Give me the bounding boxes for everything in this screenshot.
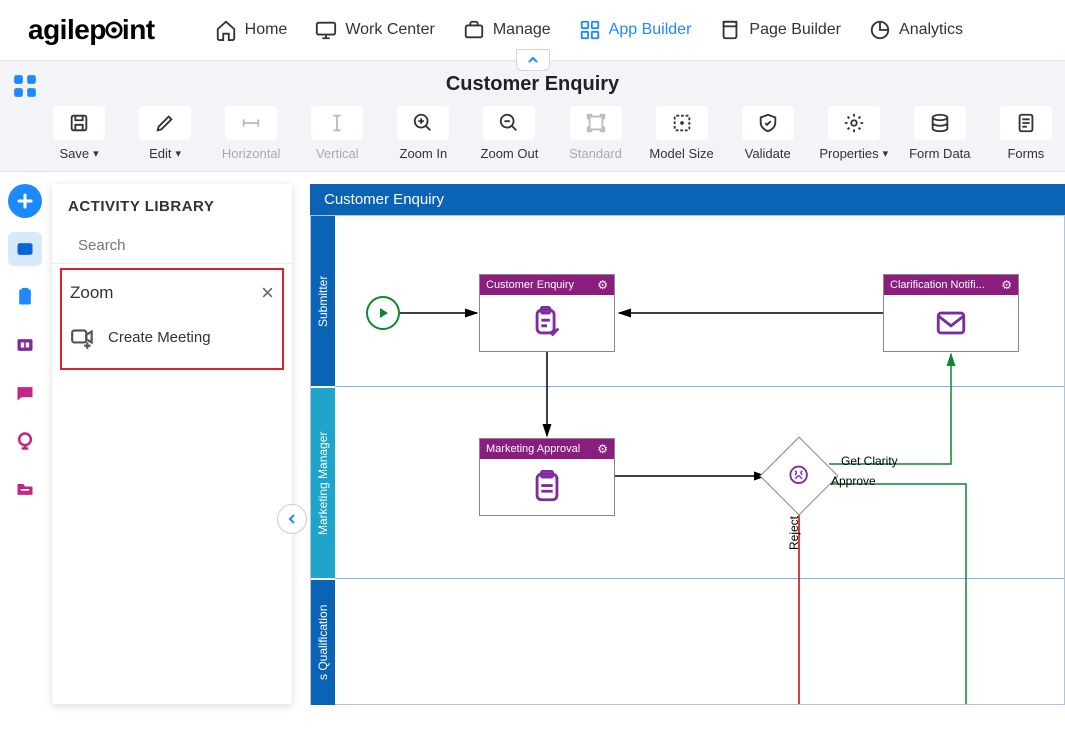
zoomin-icon — [412, 112, 434, 134]
node-title: Clarification Notifi... — [890, 279, 985, 291]
tool-formdata[interactable]: Form Data — [901, 106, 979, 161]
sidebar-rail — [0, 172, 50, 707]
lane-separator — [335, 578, 1064, 579]
nav-work-center[interactable]: Work Center — [315, 19, 435, 41]
toolbar: Save▾Edit▾HorizontalVerticalZoom InZoom … — [0, 102, 1065, 171]
alignV-icon — [326, 112, 348, 134]
nav-page-builder[interactable]: Page Builder — [719, 19, 841, 41]
clipboard-rail-icon[interactable] — [8, 280, 42, 314]
camera-plus-icon — [70, 324, 96, 350]
sidebar-title: ACTIVITY LIBRARY — [52, 198, 292, 227]
nav-app-builder[interactable]: App Builder — [579, 19, 692, 41]
edge-label-reject: Reject — [787, 516, 801, 550]
search-row — [52, 227, 292, 264]
collapse-sidebar-icon[interactable] — [277, 504, 307, 534]
gear-icon[interactable]: ⚙ — [1001, 278, 1012, 292]
activity-library: ACTIVITY LIBRARY Zoom × Create Meeting — [52, 184, 292, 704]
start-node[interactable] — [366, 296, 400, 330]
main: ACTIVITY LIBRARY Zoom × Create Meeting C… — [0, 172, 1065, 707]
home-icon — [215, 19, 237, 41]
tool-modelsize[interactable]: Model Size — [643, 106, 721, 161]
node-title: Marketing Approval — [486, 443, 580, 455]
monitor-icon — [315, 19, 337, 41]
node-title: Customer Enquiry — [486, 279, 574, 291]
nav-analytics[interactable]: Analytics — [869, 19, 963, 41]
edge-label-clarity: Get Clarity — [841, 454, 898, 468]
fit-icon — [585, 112, 607, 134]
pencil-icon — [154, 112, 176, 134]
lane-label-submitter: Submitter — [311, 216, 335, 386]
node-customer-enquiry[interactable]: Customer Enquiry ⚙ — [479, 274, 615, 352]
tool-validate[interactable]: Validate — [729, 106, 807, 161]
tool-zoomin[interactable]: Zoom In — [384, 106, 462, 161]
zoomout-icon — [498, 112, 520, 134]
layout-rail-icon[interactable] — [8, 328, 42, 362]
briefcase-icon — [463, 19, 485, 41]
tool-standard: Standard — [556, 106, 634, 161]
doc-icon — [1015, 112, 1037, 134]
nav-home[interactable]: Home — [215, 19, 288, 41]
chevron-down-icon: ▾ — [176, 147, 182, 160]
pie-icon — [869, 19, 891, 41]
library-item-create-meeting[interactable]: Create Meeting — [62, 316, 282, 358]
canvas: Customer Enquiry Submitter Marketing Man… — [310, 184, 1065, 707]
bounds-icon — [671, 112, 693, 134]
library-group-zoom: Zoom × Create Meeting — [60, 268, 284, 370]
zoom-rail-icon[interactable] — [8, 232, 42, 266]
chevron-down-icon: ▾ — [93, 147, 99, 160]
subheader: Customer Enquiry Save▾Edit▾HorizontalVer… — [0, 60, 1065, 172]
search-input[interactable] — [78, 237, 277, 254]
flow-title: Customer Enquiry — [310, 184, 1065, 215]
grid-icon — [579, 19, 601, 41]
node-clarification[interactable]: Clarification Notifi... ⚙ — [883, 274, 1019, 352]
db-icon — [929, 112, 951, 134]
page-title: Customer Enquiry — [0, 69, 1065, 102]
nav-manage[interactable]: Manage — [463, 19, 551, 41]
node-marketing-approval[interactable]: Marketing Approval ⚙ — [479, 438, 615, 516]
tool-edit[interactable]: Edit▾ — [126, 106, 204, 161]
page-icon — [719, 19, 741, 41]
collapse-chevron-icon[interactable] — [516, 49, 550, 71]
tool-forms[interactable]: Forms — [987, 106, 1065, 161]
tool-zoomout[interactable]: Zoom Out — [470, 106, 548, 161]
apps-grid-icon[interactable] — [12, 73, 38, 102]
gear-icon — [843, 112, 865, 134]
tool-horiz: Horizontal — [212, 106, 290, 161]
present-rail-icon[interactable] — [8, 424, 42, 458]
alignH-icon — [240, 112, 262, 134]
save-icon — [68, 112, 90, 134]
tool-properties[interactable]: Properties▾ — [815, 106, 893, 161]
nav: Home Work Center Manage App Builder Page Bui… — [215, 19, 963, 41]
tool-save[interactable]: Save▾ — [40, 106, 118, 161]
gear-icon[interactable]: ⚙ — [597, 442, 608, 456]
lane-separator — [335, 386, 1064, 387]
shield-icon — [757, 112, 779, 134]
chat-rail-icon[interactable] — [8, 376, 42, 410]
lane-label-marketing: Marketing Manager — [311, 388, 335, 578]
edge-label-approve: Approve — [831, 474, 876, 488]
item-label: Create Meeting — [108, 329, 211, 346]
lanes[interactable]: Submitter Marketing Manager s Qualificat… — [310, 215, 1065, 705]
decision-node[interactable] — [759, 436, 838, 515]
tool-vert: Vertical — [298, 106, 376, 161]
lane-label-qualification: s Qualification — [311, 580, 335, 705]
logo: agilep int — [28, 14, 155, 46]
gear-icon[interactable]: ⚙ — [597, 278, 608, 292]
add-button[interactable] — [8, 184, 42, 218]
chevron-down-icon: ▾ — [883, 147, 889, 160]
close-icon[interactable]: × — [261, 280, 274, 306]
folder-rail-icon[interactable] — [8, 472, 42, 506]
group-name: Zoom — [70, 283, 113, 303]
